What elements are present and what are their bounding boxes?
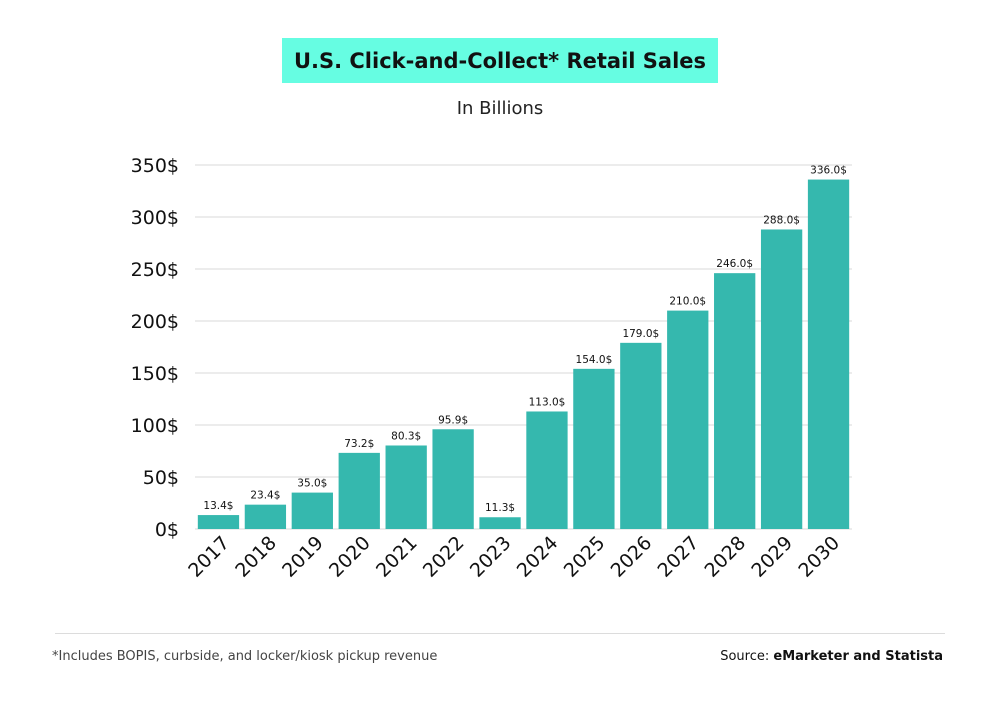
bar (432, 429, 474, 529)
title-highlight: U.S. Click-and-Collect* Retail Sales (282, 38, 718, 83)
x-tick-label: 2026 (607, 532, 657, 582)
chart-title: U.S. Click-and-Collect* Retail Sales (293, 48, 707, 73)
x-tick-label: 2024 (513, 532, 563, 582)
data-label: 80.3$ (391, 430, 421, 442)
data-label: 13.4$ (203, 500, 233, 512)
bar (667, 310, 709, 529)
y-tick-label: 150$ (131, 363, 179, 385)
x-tick-label: 2021 (372, 532, 422, 582)
y-tick-label: 300$ (131, 207, 179, 229)
x-tick-label: 2028 (700, 532, 750, 582)
y-tick-label: 200$ (131, 311, 179, 333)
bar (291, 492, 333, 529)
footnote: *Includes BOPIS, curbside, and locker/ki… (52, 649, 438, 664)
bar (807, 179, 850, 529)
source-prefix: Source: (720, 649, 774, 664)
y-tick-label: 50$ (143, 467, 179, 489)
data-label: 113.0$ (529, 396, 566, 408)
x-tick-label: 2022 (419, 532, 469, 582)
data-label: 288.0$ (763, 214, 800, 226)
bar (338, 452, 380, 529)
x-tick-label: 2029 (747, 532, 797, 582)
x-tick-label: 2030 (794, 532, 844, 582)
data-label: 95.9$ (438, 414, 468, 426)
bar (760, 229, 803, 530)
data-label: 23.4$ (250, 490, 280, 502)
chart-subtitle: In Billions (456, 98, 544, 119)
bar (479, 517, 521, 529)
y-tick-label: 350$ (131, 155, 179, 177)
y-tick-label: 0$ (155, 519, 179, 541)
data-label: 210.0$ (669, 296, 706, 308)
data-label: 35.0$ (297, 478, 327, 490)
y-tick-label: 250$ (131, 259, 179, 281)
footer-divider (55, 633, 945, 634)
data-label: 246.0$ (716, 258, 753, 270)
data-label: 11.3$ (485, 502, 515, 514)
data-label: 154.0$ (576, 354, 613, 366)
bar (244, 504, 287, 529)
x-tick-label: 2019 (278, 532, 328, 582)
bar (714, 273, 756, 529)
x-tick-label: 2025 (560, 532, 610, 582)
x-tick-label: 2023 (466, 532, 516, 582)
bar (526, 411, 568, 529)
data-label: 336.0$ (810, 165, 847, 177)
x-tick-label: 2017 (184, 532, 234, 582)
y-tick-label: 100$ (131, 415, 179, 437)
x-tick-label: 2020 (325, 532, 375, 582)
bar-chart: 0$ 50$ 100$ 150$ 200$ 250$ 300$ 350$ 13.4$ 2017 23… (131, 155, 852, 582)
x-tick-label: 2018 (231, 532, 281, 582)
x-tick-label: 2027 (654, 532, 704, 582)
source-credit: Source: eMarketer and Statista (720, 649, 943, 664)
data-label: 73.2$ (344, 438, 374, 450)
bar (573, 368, 615, 529)
bar (197, 515, 240, 529)
data-label: 179.0$ (622, 328, 659, 340)
source-name: eMarketer and Statista (773, 649, 943, 664)
bar (620, 342, 662, 529)
bar (385, 445, 427, 529)
